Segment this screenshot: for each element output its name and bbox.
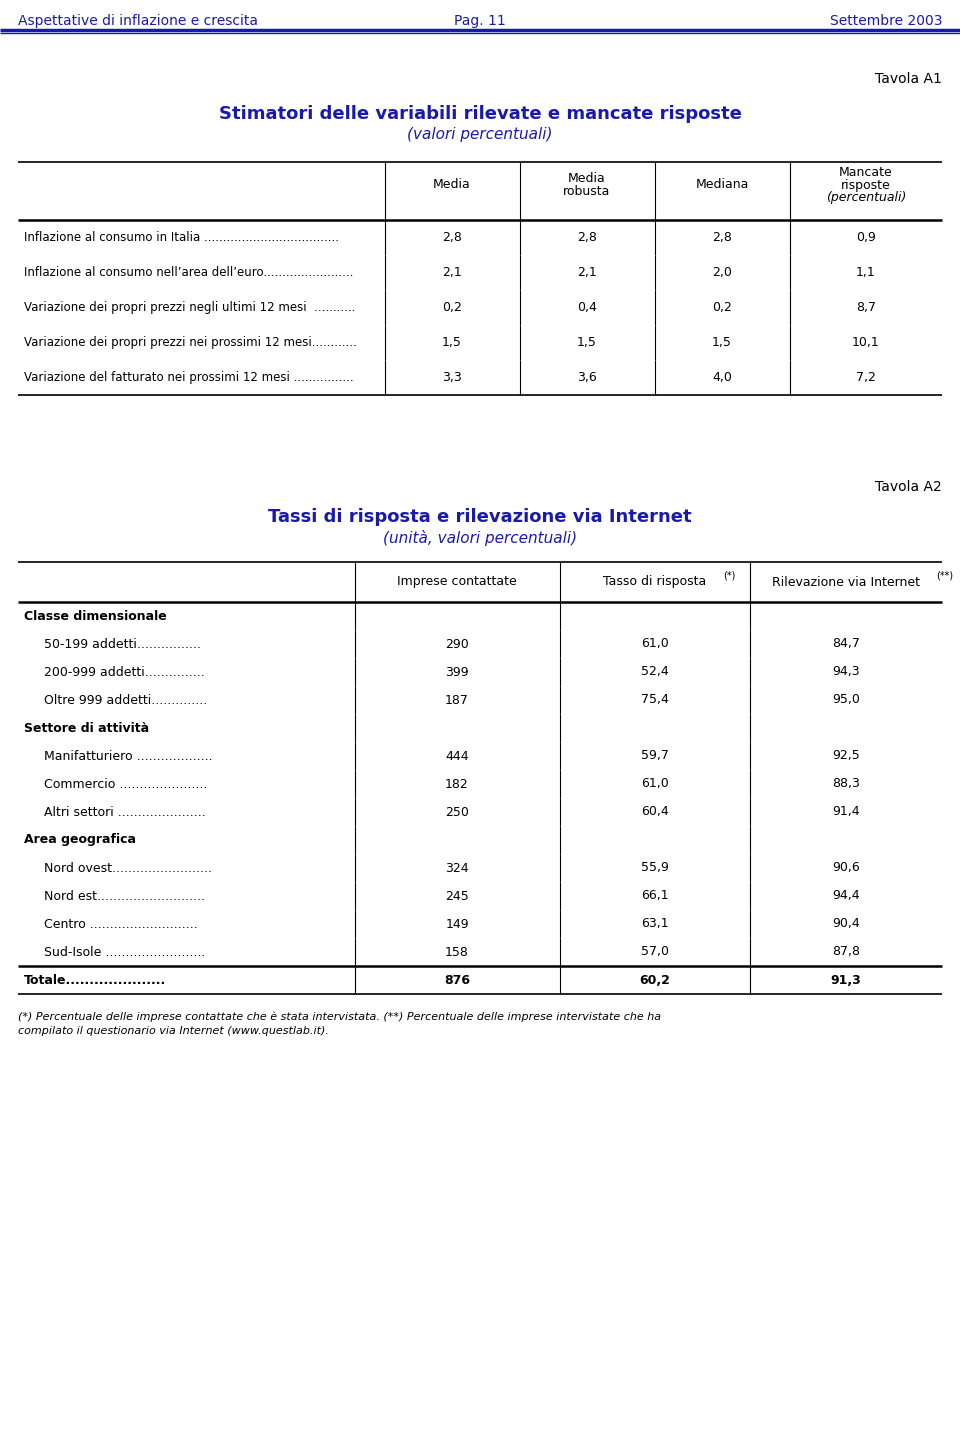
Text: 90,4: 90,4	[832, 918, 860, 931]
Text: Inflazione al consumo in Italia ....................................: Inflazione al consumo in Italia ........…	[24, 231, 339, 244]
Text: Inflazione al consumo nell’area dell’euro........................: Inflazione al consumo nell’area dell’eur…	[24, 266, 353, 279]
Text: 2,8: 2,8	[577, 231, 597, 244]
Text: 0,9: 0,9	[856, 231, 876, 244]
Text: 55,9: 55,9	[641, 862, 669, 875]
Text: Media: Media	[568, 172, 606, 185]
Text: 1,5: 1,5	[712, 336, 732, 349]
Text: Variazione dei propri prezzi nei prossimi 12 mesi............: Variazione dei propri prezzi nei prossim…	[24, 336, 357, 349]
Text: Centro ...........................: Centro ...........................	[44, 918, 198, 931]
Text: 84,7: 84,7	[832, 638, 860, 651]
Text: (percentuali): (percentuali)	[826, 191, 906, 204]
Text: 94,4: 94,4	[832, 889, 860, 902]
Text: Nord est...........................: Nord est...........................	[44, 889, 205, 902]
Text: 3,3: 3,3	[443, 370, 462, 383]
Text: 1,1: 1,1	[856, 266, 876, 279]
Text: 88,3: 88,3	[832, 777, 860, 790]
Text: Oltre 999 addetti..............: Oltre 999 addetti..............	[44, 694, 207, 707]
Text: 250: 250	[445, 806, 468, 819]
Text: Sud-Isole .........................: Sud-Isole .........................	[44, 945, 205, 958]
Text: Aspettative di inflazione e crescita: Aspettative di inflazione e crescita	[18, 14, 258, 27]
Text: Settembre 2003: Settembre 2003	[829, 14, 942, 27]
Text: 60,2: 60,2	[639, 974, 670, 987]
Text: (unità, valori percentuali): (unità, valori percentuali)	[383, 530, 577, 546]
Text: 59,7: 59,7	[641, 750, 669, 763]
Text: Commercio ......................: Commercio ......................	[44, 777, 207, 790]
Text: 158: 158	[445, 945, 468, 958]
Text: Totale.....................: Totale.....................	[24, 974, 166, 987]
Text: Mancate: Mancate	[839, 165, 893, 178]
Text: 4,0: 4,0	[712, 370, 732, 383]
Text: 52,4: 52,4	[641, 665, 669, 678]
Text: Mediana: Mediana	[695, 178, 749, 191]
Text: Tavola A1: Tavola A1	[876, 72, 942, 86]
Text: Tasso di risposta: Tasso di risposta	[604, 576, 707, 589]
Text: (valori percentuali): (valori percentuali)	[407, 126, 553, 142]
Text: 87,8: 87,8	[832, 945, 860, 958]
Text: 8,7: 8,7	[856, 302, 876, 314]
Text: Media: Media	[433, 178, 470, 191]
Text: Manifatturiero ...................: Manifatturiero ...................	[44, 750, 212, 763]
Text: 1,5: 1,5	[442, 336, 462, 349]
Text: (**): (**)	[936, 572, 953, 582]
Text: 0,4: 0,4	[577, 302, 597, 314]
Text: 0,2: 0,2	[442, 302, 462, 314]
Text: Imprese contattate: Imprese contattate	[397, 576, 516, 589]
Text: 2,1: 2,1	[443, 266, 462, 279]
Text: 7,2: 7,2	[856, 370, 876, 383]
Text: Pag. 11: Pag. 11	[454, 14, 506, 27]
Text: 91,4: 91,4	[832, 806, 860, 819]
Text: 2,8: 2,8	[442, 231, 462, 244]
Text: Stimatori delle variabili rilevate e mancate risposte: Stimatori delle variabili rilevate e man…	[219, 105, 741, 123]
Text: 149: 149	[445, 918, 468, 931]
Text: 245: 245	[445, 889, 468, 902]
Text: Area geografica: Area geografica	[24, 833, 136, 846]
Text: Tavola A2: Tavola A2	[876, 480, 942, 494]
Text: 63,1: 63,1	[641, 918, 669, 931]
Text: 61,0: 61,0	[641, 777, 669, 790]
Text: 0,2: 0,2	[712, 302, 732, 314]
Text: Variazione dei propri prezzi negli ultimi 12 mesi  ...........: Variazione dei propri prezzi negli ultim…	[24, 302, 355, 314]
Text: 95,0: 95,0	[832, 694, 860, 707]
Text: risposte: risposte	[841, 178, 891, 191]
Text: 290: 290	[445, 638, 468, 651]
Text: 2,0: 2,0	[712, 266, 732, 279]
Text: 94,3: 94,3	[832, 665, 860, 678]
Text: 444: 444	[445, 750, 468, 763]
Text: (*): (*)	[723, 572, 735, 582]
Text: 187: 187	[445, 694, 468, 707]
Text: 2,1: 2,1	[577, 266, 597, 279]
Text: 57,0: 57,0	[641, 945, 669, 958]
Text: Tassi di risposta e rilevazione via Internet: Tassi di risposta e rilevazione via Inte…	[268, 508, 692, 526]
Text: 60,4: 60,4	[641, 806, 669, 819]
Text: 91,3: 91,3	[830, 974, 861, 987]
Text: 10,1: 10,1	[852, 336, 880, 349]
Text: 399: 399	[445, 665, 468, 678]
Text: 2,8: 2,8	[712, 231, 732, 244]
Text: robusta: robusta	[564, 185, 611, 198]
Text: 92,5: 92,5	[832, 750, 860, 763]
Text: 61,0: 61,0	[641, 638, 669, 651]
Text: 182: 182	[445, 777, 468, 790]
Text: Classe dimensionale: Classe dimensionale	[24, 609, 167, 622]
Text: 876: 876	[444, 974, 470, 987]
Text: Rilevazione via Internet: Rilevazione via Internet	[772, 576, 920, 589]
Text: 200-999 addetti...............: 200-999 addetti...............	[44, 665, 204, 678]
Text: (*) Percentuale delle imprese contattate che è stata intervistata. (**) Percentu: (*) Percentuale delle imprese contattate…	[18, 1012, 661, 1022]
Text: 66,1: 66,1	[641, 889, 669, 902]
Text: Variazione del fatturato nei prossimi 12 mesi ................: Variazione del fatturato nei prossimi 12…	[24, 370, 353, 383]
Text: 3,6: 3,6	[577, 370, 597, 383]
Text: 90,6: 90,6	[832, 862, 860, 875]
Text: 324: 324	[445, 862, 468, 875]
Text: Nord ovest.........................: Nord ovest.........................	[44, 862, 212, 875]
Text: 75,4: 75,4	[641, 694, 669, 707]
Text: compilato il questionario via Internet (www.questlab.it).: compilato il questionario via Internet (…	[18, 1025, 329, 1035]
Text: 50-199 addetti................: 50-199 addetti................	[44, 638, 201, 651]
Text: Altri settori ......................: Altri settori ......................	[44, 806, 205, 819]
Text: Settore di attività: Settore di attività	[24, 721, 149, 734]
Text: 1,5: 1,5	[577, 336, 597, 349]
